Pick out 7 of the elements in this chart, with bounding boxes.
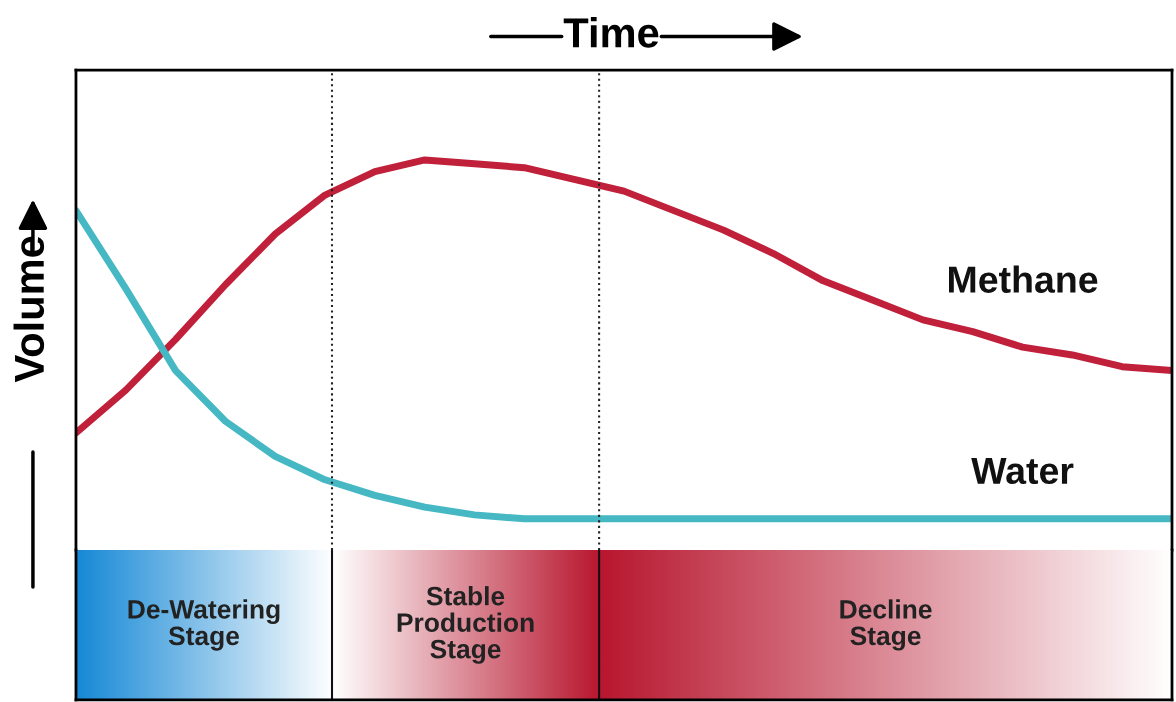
text: De-Watering Stage xyxy=(128,599,280,651)
text: Decline Stage xyxy=(840,599,932,651)
series-label: Water xyxy=(971,457,1074,485)
text: Stable Production Stage xyxy=(397,586,534,664)
y-axis-title: Volume xyxy=(13,236,45,383)
series-label: Methane xyxy=(949,265,1098,293)
x-axis-title: Time xyxy=(563,17,659,48)
